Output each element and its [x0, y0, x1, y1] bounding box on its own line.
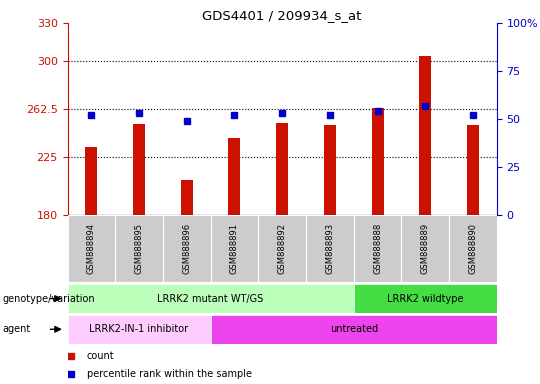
Bar: [354, 215, 401, 282]
Text: LRRK2 wildtype: LRRK2 wildtype: [387, 293, 463, 304]
Bar: [181, 180, 193, 215]
Bar: [276, 123, 288, 215]
Text: GSM888889: GSM888889: [421, 223, 430, 274]
Bar: [372, 108, 383, 215]
Text: GSM888896: GSM888896: [183, 223, 191, 274]
Text: agent: agent: [3, 324, 31, 334]
Bar: [419, 56, 431, 215]
Bar: [211, 315, 497, 344]
Text: count: count: [87, 351, 114, 361]
Bar: [68, 215, 115, 282]
Bar: [211, 215, 258, 282]
Bar: [133, 124, 145, 215]
Bar: [449, 215, 497, 282]
Text: percentile rank within the sample: percentile rank within the sample: [87, 369, 252, 379]
Text: GSM888888: GSM888888: [373, 223, 382, 274]
Text: untreated: untreated: [329, 324, 378, 334]
Bar: [163, 215, 211, 282]
Bar: [258, 215, 306, 282]
Bar: [306, 215, 354, 282]
Bar: [324, 126, 336, 215]
Bar: [68, 284, 354, 313]
Bar: [68, 315, 211, 344]
Title: GDS4401 / 209934_s_at: GDS4401 / 209934_s_at: [202, 9, 362, 22]
Bar: [354, 284, 497, 313]
Bar: [115, 215, 163, 282]
Text: GSM888895: GSM888895: [134, 223, 144, 274]
Bar: [228, 138, 240, 215]
Bar: [85, 147, 97, 215]
Bar: [401, 215, 449, 282]
Text: GSM888894: GSM888894: [87, 223, 96, 274]
Bar: [467, 126, 479, 215]
Text: LRRK2-IN-1 inhibitor: LRRK2-IN-1 inhibitor: [90, 324, 188, 334]
Text: GSM888893: GSM888893: [325, 223, 334, 274]
Text: GSM888890: GSM888890: [468, 223, 477, 274]
Text: LRRK2 mutant WT/GS: LRRK2 mutant WT/GS: [158, 293, 264, 304]
Text: genotype/variation: genotype/variation: [3, 293, 96, 304]
Text: GSM888891: GSM888891: [230, 223, 239, 274]
Text: GSM888892: GSM888892: [278, 223, 287, 274]
